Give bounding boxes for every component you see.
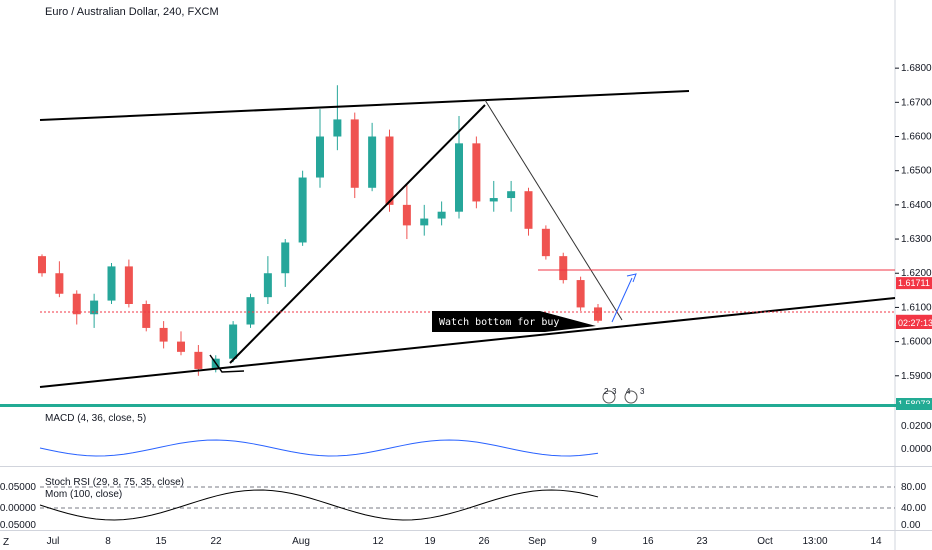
time-tick-label: 14 <box>870 536 882 547</box>
lower-trendline[interactable] <box>39 297 896 388</box>
upper-trendline[interactable] <box>39 90 690 121</box>
candle-body <box>455 143 463 212</box>
time-tick-label: Oct <box>757 536 773 547</box>
candle-body <box>507 191 516 199</box>
candle-body <box>385 136 394 205</box>
time-tick-label: 26 <box>478 536 490 547</box>
macd-tick-label: 0.00000 <box>901 444 932 455</box>
time-tick-label: 22 <box>210 536 222 547</box>
candle-body <box>159 327 168 342</box>
price-tick-label: 1.61000 <box>901 302 932 313</box>
time-tick-label: 15 <box>155 536 167 547</box>
price-tick-label: 1.60000 <box>901 337 932 348</box>
candle-body <box>72 293 81 315</box>
candle-body <box>437 211 446 219</box>
candle-body <box>524 191 533 229</box>
candle-body <box>420 218 429 226</box>
time-tick-label: 13:00 <box>802 536 827 547</box>
candle-body <box>594 307 602 321</box>
candle-body <box>263 273 272 298</box>
price-tick-label: 1.59000 <box>901 371 932 382</box>
candle-body <box>246 297 255 325</box>
candle-body <box>402 204 411 226</box>
buy-note-callout[interactable]: Watch bottom for buy <box>432 311 596 332</box>
price-tick-label: 1.66000 <box>901 132 932 143</box>
buy-note-text: Watch bottom for buy <box>439 317 559 328</box>
drawings <box>39 90 896 388</box>
falling-trendline[interactable] <box>484 99 623 321</box>
candle-body <box>316 136 324 178</box>
stoch-tick-label: 0.00 <box>901 520 921 531</box>
price-tick-label: 1.67000 <box>901 97 932 108</box>
candle-body <box>124 266 133 304</box>
candle-body <box>229 324 238 359</box>
candle-body <box>55 273 64 294</box>
candle-body <box>576 280 585 308</box>
price-marker-label: 02:27:13 <box>898 318 932 328</box>
time-tick-label: 16 <box>642 536 654 547</box>
time-tick-label: 19 <box>424 536 436 547</box>
price-tick-label: 1.62000 <box>901 268 932 279</box>
price-tick-label: 1.64000 <box>901 200 932 211</box>
candle-body <box>90 300 99 315</box>
time-tick-label: Sep <box>528 536 546 547</box>
badge-count: 4 <box>626 387 631 396</box>
time-tick-label: 8 <box>105 536 111 547</box>
time-axis[interactable]: Jul 8 15 22 Aug 12 19 26 Sep 9 16 23 Oct 13:00 14 <box>47 536 882 547</box>
time-tick-label: 9 <box>591 536 597 547</box>
candle-body <box>333 119 342 137</box>
pattern-lines <box>209 354 245 373</box>
candle-body <box>350 119 359 188</box>
stoch-line <box>39 489 599 521</box>
candle-body <box>142 304 151 328</box>
price-axis[interactable]: 1.68000 1.67000 1.66000 1.65000 1.64000 1.630… <box>895 63 932 382</box>
event-badges[interactable]: 2 3 4 3 <box>602 387 645 404</box>
forecast-arrow[interactable] <box>611 273 637 323</box>
badge-count: 2 <box>604 387 609 396</box>
candle-body <box>107 266 116 301</box>
mom-label: Mom (100, close) <box>45 489 122 500</box>
chart-title: Euro / Australian Dollar, 240, FXCM <box>45 6 219 18</box>
oscillator-pane: Stoch RSI (29, 8, 75, 35, close) Mom (10… <box>0 477 926 531</box>
candle-body <box>559 256 568 281</box>
price-tick-label: 1.65000 <box>901 166 932 177</box>
time-tick-label: 23 <box>696 536 708 547</box>
price-tick-label: 1.68000 <box>901 63 932 74</box>
stoch-rsi-label: Stoch RSI (29, 8, 75, 35, close) <box>45 477 184 488</box>
candle-body <box>489 198 498 202</box>
time-tick-label: Aug <box>292 536 310 547</box>
stoch-tick-label: 80.00 <box>901 482 926 493</box>
mom-tick-label: 0.00000 <box>0 503 36 514</box>
candles <box>38 85 602 376</box>
mom-tick-label: -0.05000 <box>0 520 36 531</box>
price-marker-label: 1.61711 <box>898 278 930 288</box>
badge-count: 3 <box>612 387 617 396</box>
candle-body <box>541 228 550 257</box>
candle-body <box>298 177 307 243</box>
price-tick-label: 1.63000 <box>901 234 932 245</box>
badge-count: 3 <box>640 387 645 396</box>
macd-line <box>39 439 599 457</box>
time-tick-label: 12 <box>372 536 384 547</box>
time-tick-label: Jul <box>47 536 60 547</box>
candle-body <box>38 256 46 274</box>
candle-body <box>177 341 185 352</box>
macd-label: MACD (4, 36, close, 5) <box>45 413 146 424</box>
timezone-button[interactable]: Z <box>3 537 9 548</box>
price-marker <box>896 277 932 290</box>
candle-body <box>368 136 377 188</box>
mom-tick-label: 0.05000 <box>0 482 36 493</box>
price-marker <box>896 317 932 329</box>
candle-body <box>281 242 290 274</box>
rising-trendline[interactable] <box>229 104 486 364</box>
candle-body <box>472 143 481 202</box>
candle-body <box>194 351 203 369</box>
stoch-tick-label: 40.00 <box>901 503 926 514</box>
